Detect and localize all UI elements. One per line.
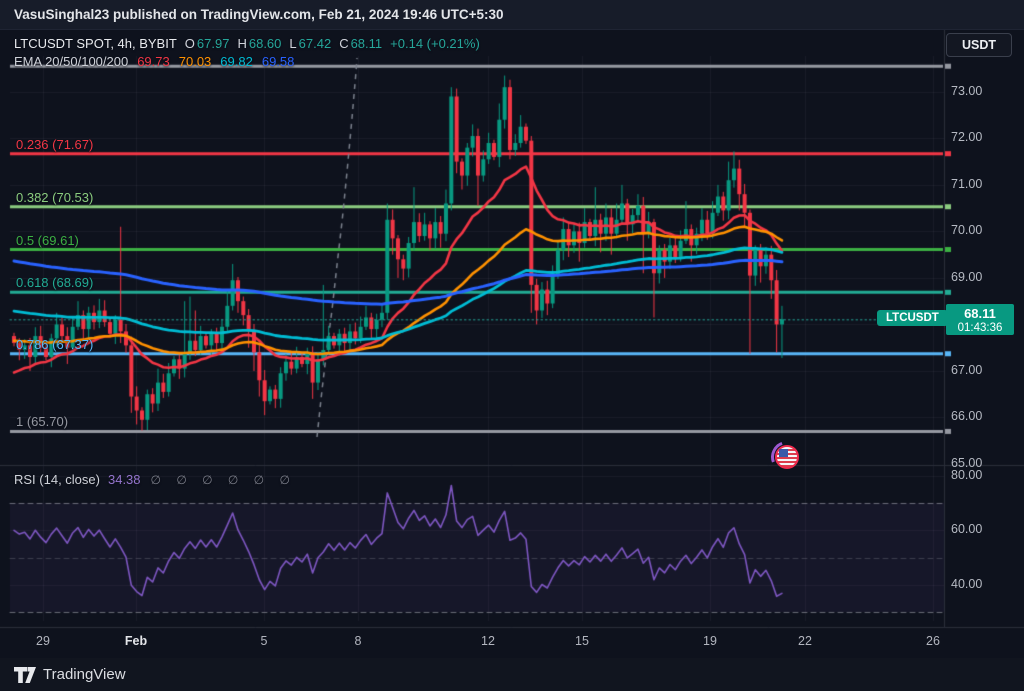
us-economic-event-icon[interactable] xyxy=(775,445,799,469)
rsi-axis-tick[interactable]: 60.00 xyxy=(951,522,983,537)
ema-value: 70.03 xyxy=(178,54,212,69)
tradingview-logo-icon[interactable] xyxy=(14,666,36,683)
time-axis-tick[interactable]: 22 xyxy=(798,634,812,648)
ema-value: 69.58 xyxy=(261,54,295,69)
price-change: +0.14 (+0.21%) xyxy=(390,36,480,51)
time-axis-tick[interactable]: 19 xyxy=(703,634,717,648)
ema-value: 69.73 xyxy=(137,54,170,69)
symbol-legend: LTCUSDT SPOT, 4h, BYBIT O 67.97 H 68.60 L 67.4… xyxy=(14,36,480,51)
last-price-badge: 68.11 01:43:36 xyxy=(946,304,1014,336)
rsi-axis-tick[interactable]: 80.00 xyxy=(951,468,983,482)
publish-header: VasuSinghal23 published on TradingView.c… xyxy=(0,0,1024,30)
time-axis-tick[interactable]: 29 xyxy=(36,634,50,648)
price-axis-tick[interactable]: 67.00 xyxy=(951,362,983,377)
time-axis-tick[interactable]: Feb xyxy=(124,634,148,648)
rsi-axis-tick[interactable]: 40.00 xyxy=(951,576,983,591)
price-axis-tick[interactable]: 70.00 xyxy=(951,223,983,238)
publish-text: VasuSinghal23 published on TradingView.c… xyxy=(14,7,504,22)
ohlc-key: C xyxy=(339,36,349,51)
ohlc-key: O xyxy=(184,36,195,51)
ema-value: 69.82 xyxy=(220,54,253,69)
rsi-value: 34.38 xyxy=(107,472,141,487)
time-axis-tick[interactable]: 5 xyxy=(260,634,268,648)
symbol-price-label: LTCUSDT xyxy=(877,310,948,327)
time-axis-tick[interactable]: 26 xyxy=(926,634,940,648)
ohlc-value: 68.11 xyxy=(350,36,383,51)
ohlc-value: 67.42 xyxy=(298,36,332,51)
ema-legend: EMA 20/50/100/200 69.73 70.03 69.82 69.58 xyxy=(14,54,294,69)
price-axis-tick[interactable]: 71.00 xyxy=(951,176,983,191)
price-axis-tick[interactable]: 72.00 xyxy=(951,130,983,145)
bar-countdown: 01:43:36 xyxy=(957,321,1003,334)
tradingview-brand[interactable]: TradingView xyxy=(43,666,126,683)
chart-canvas[interactable] xyxy=(0,30,1024,658)
symbol-title[interactable]: LTCUSDT SPOT, 4h, BYBIT xyxy=(14,36,177,51)
ohlc-value: 68.60 xyxy=(248,36,282,51)
price-axis-tick[interactable]: 65.00 xyxy=(951,456,983,470)
time-axis-tick[interactable]: 12 xyxy=(481,634,495,648)
time-axis-tick[interactable]: 8 xyxy=(354,634,362,648)
price-axis-tick[interactable]: 73.00 xyxy=(951,83,983,98)
rsi-hidden-values: ∅ ∅ ∅ ∅ ∅ ∅ xyxy=(150,473,296,487)
rsi-legend: RSI (14, close) 34.38 ∅ ∅ ∅ ∅ ∅ ∅ xyxy=(14,472,296,487)
price-axis-tick[interactable]: 69.00 xyxy=(951,269,983,284)
ohlc-key: H xyxy=(237,36,247,51)
price-axis-tick[interactable]: 66.00 xyxy=(951,409,983,424)
us-flag-canton xyxy=(779,449,788,457)
footer: TradingView xyxy=(0,658,1024,691)
rsi-legend-label[interactable]: RSI (14, close) xyxy=(14,472,100,487)
chart-area: LTCUSDT SPOT, 4h, BYBIT O 67.97 H 68.60 L 67.4… xyxy=(0,30,1024,658)
ohlc-value: 67.97 xyxy=(196,36,230,51)
ema-legend-label[interactable]: EMA 20/50/100/200 xyxy=(14,54,129,69)
last-price-value: 68.11 xyxy=(964,306,996,322)
currency-toggle-button[interactable]: USDT xyxy=(946,33,1012,57)
time-axis-tick[interactable]: 15 xyxy=(575,634,589,648)
ohlc-key: L xyxy=(289,36,297,51)
